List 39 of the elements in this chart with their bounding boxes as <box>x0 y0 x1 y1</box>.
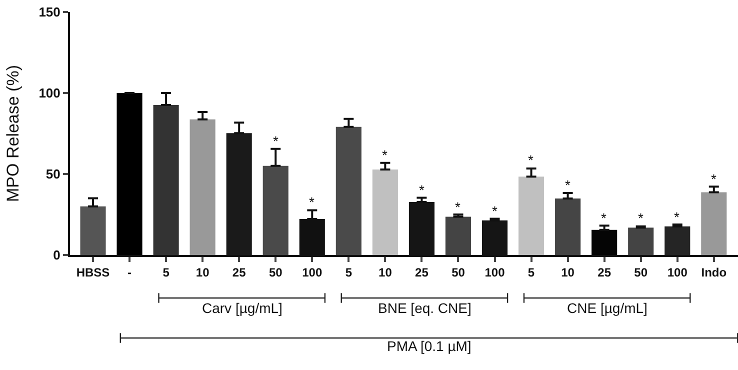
data-label: * <box>455 199 461 215</box>
x-tick-label: 25 <box>598 265 612 280</box>
y-axis-title: MPO Release (%) <box>4 65 23 202</box>
data-label: * <box>601 210 607 226</box>
data-label: * <box>419 182 425 198</box>
x-tick-label: 5 <box>162 265 170 280</box>
data-label: * <box>273 133 279 149</box>
y-tick-label: 100 <box>38 86 60 101</box>
x-tick-label: 100 <box>302 265 322 280</box>
x-tick-label: 100 <box>667 265 688 280</box>
data-label: * <box>565 177 571 193</box>
y-tick-label: 150 <box>38 4 60 20</box>
x-tick-label: Indo <box>701 265 727 280</box>
data-label: * <box>711 171 717 187</box>
x-tick-label: 50 <box>268 265 283 280</box>
x-tick-label: 100 <box>484 265 506 280</box>
x-tick-label: HBSS <box>76 265 110 280</box>
y-tick-label: 0 <box>53 248 60 263</box>
data-label: * <box>309 194 315 210</box>
x-tick-label: 10 <box>561 265 575 280</box>
x-tick-label: 5 <box>528 265 535 280</box>
data-label: * <box>638 210 644 226</box>
x-tick-label: 10 <box>196 265 210 280</box>
y-tick-label: 50 <box>46 166 60 182</box>
x-tick-label: 10 <box>378 265 392 280</box>
x-tick-label: 25 <box>232 265 246 280</box>
data-label: * <box>492 203 498 219</box>
data-label: * <box>528 152 534 168</box>
x-tick-label: 50 <box>452 265 466 280</box>
text: Carv [µg/mL] <box>202 300 282 316</box>
x-tick-label: 50 <box>634 265 648 280</box>
x-tick-label: 25 <box>415 265 429 280</box>
x-tick-label: 5 <box>345 265 352 280</box>
text: PMA [0.1 µM] <box>387 338 472 354</box>
text: CNE [µg/mL] <box>567 300 648 316</box>
text: BNE [eq. CNE] <box>378 300 472 316</box>
data-label: * <box>674 209 680 225</box>
data-label: * <box>382 147 388 163</box>
x-tick-label: - <box>128 265 132 280</box>
